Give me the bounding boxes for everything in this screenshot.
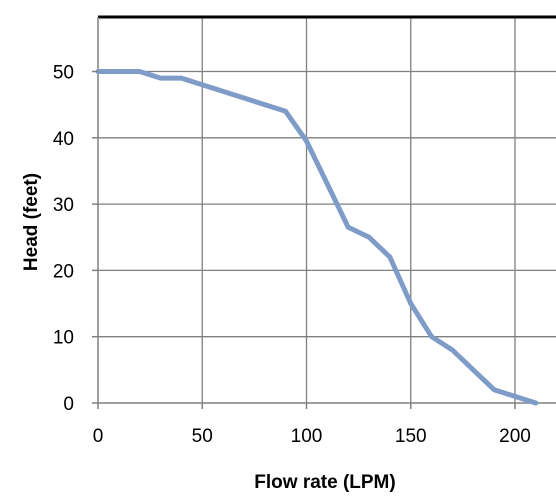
y-tick-label: 10 — [53, 328, 74, 349]
plot-frame — [97, 15, 556, 404]
x-tick-label: 0 — [93, 426, 104, 447]
x-tick-label: 100 — [291, 426, 323, 447]
x-tick-label: 50 — [192, 426, 213, 447]
x-axis-ticks: 0 50 100 150 200 — [93, 403, 531, 447]
gridlines — [98, 17, 556, 403]
series-layer — [95, 69, 539, 406]
y-tick-label: 40 — [53, 129, 74, 150]
head-curve-line — [95, 69, 539, 406]
x-tick-label: 200 — [499, 426, 531, 447]
x-axis-title: Flow rate (LPM) — [254, 472, 395, 493]
y-tick-label: 0 — [63, 394, 74, 415]
y-axis-ticks: 0 10 20 30 40 50 — [53, 63, 98, 415]
y-tick-label: 20 — [53, 261, 74, 282]
y-tick-label: 50 — [53, 63, 74, 84]
y-tick-label: 30 — [53, 195, 74, 216]
y-axis-title: Head (feet) — [21, 173, 42, 271]
x-tick-label: 150 — [395, 426, 427, 447]
